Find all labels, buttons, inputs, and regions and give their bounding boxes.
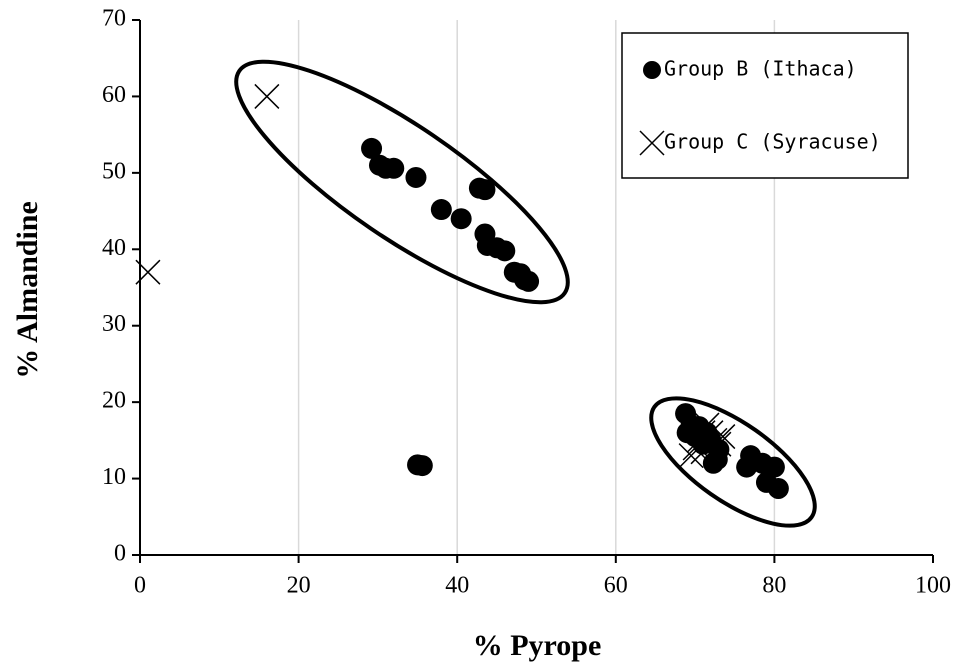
legend-label: Group B (Ithaca)	[664, 57, 857, 81]
x-tick-label: 100	[915, 573, 951, 599]
point	[690, 439, 716, 465]
point	[411, 455, 433, 477]
y-tick-label: 40	[102, 235, 126, 261]
cluster-outline	[649, 396, 817, 528]
x-tick-label: 80	[762, 573, 786, 599]
y-axis-title: % Almandine	[11, 201, 44, 379]
x-axis-title: % Pyrope	[473, 629, 602, 662]
y-tick-label: 70	[102, 6, 126, 32]
point	[474, 179, 496, 201]
point	[383, 157, 405, 179]
point	[450, 208, 472, 230]
y-tick-label: 50	[102, 158, 126, 184]
x-tick-label: 20	[287, 573, 311, 599]
cluster-outline	[234, 59, 570, 305]
point	[763, 456, 785, 478]
point	[494, 240, 516, 262]
y-tick-label: 20	[102, 388, 126, 414]
y-tick-label: 0	[114, 541, 126, 567]
y-tick-label: 30	[102, 311, 126, 337]
point	[135, 259, 161, 285]
legend-marker	[643, 61, 661, 79]
point	[405, 166, 427, 188]
point	[694, 412, 720, 438]
legend-marker	[639, 130, 665, 156]
legend-label: Group C (Syracuse)	[664, 130, 881, 154]
x-tick-label: 0	[134, 573, 146, 599]
point	[430, 199, 452, 221]
point	[361, 137, 383, 159]
point	[706, 431, 732, 457]
legend-box	[621, 32, 909, 179]
x-tick-label: 60	[604, 573, 628, 599]
x-tick-label: 40	[445, 573, 469, 599]
y-tick-label: 60	[102, 82, 126, 108]
point	[518, 270, 540, 292]
point	[767, 478, 789, 500]
point	[254, 83, 280, 109]
point	[710, 424, 736, 450]
y-tick-label: 10	[102, 464, 126, 490]
